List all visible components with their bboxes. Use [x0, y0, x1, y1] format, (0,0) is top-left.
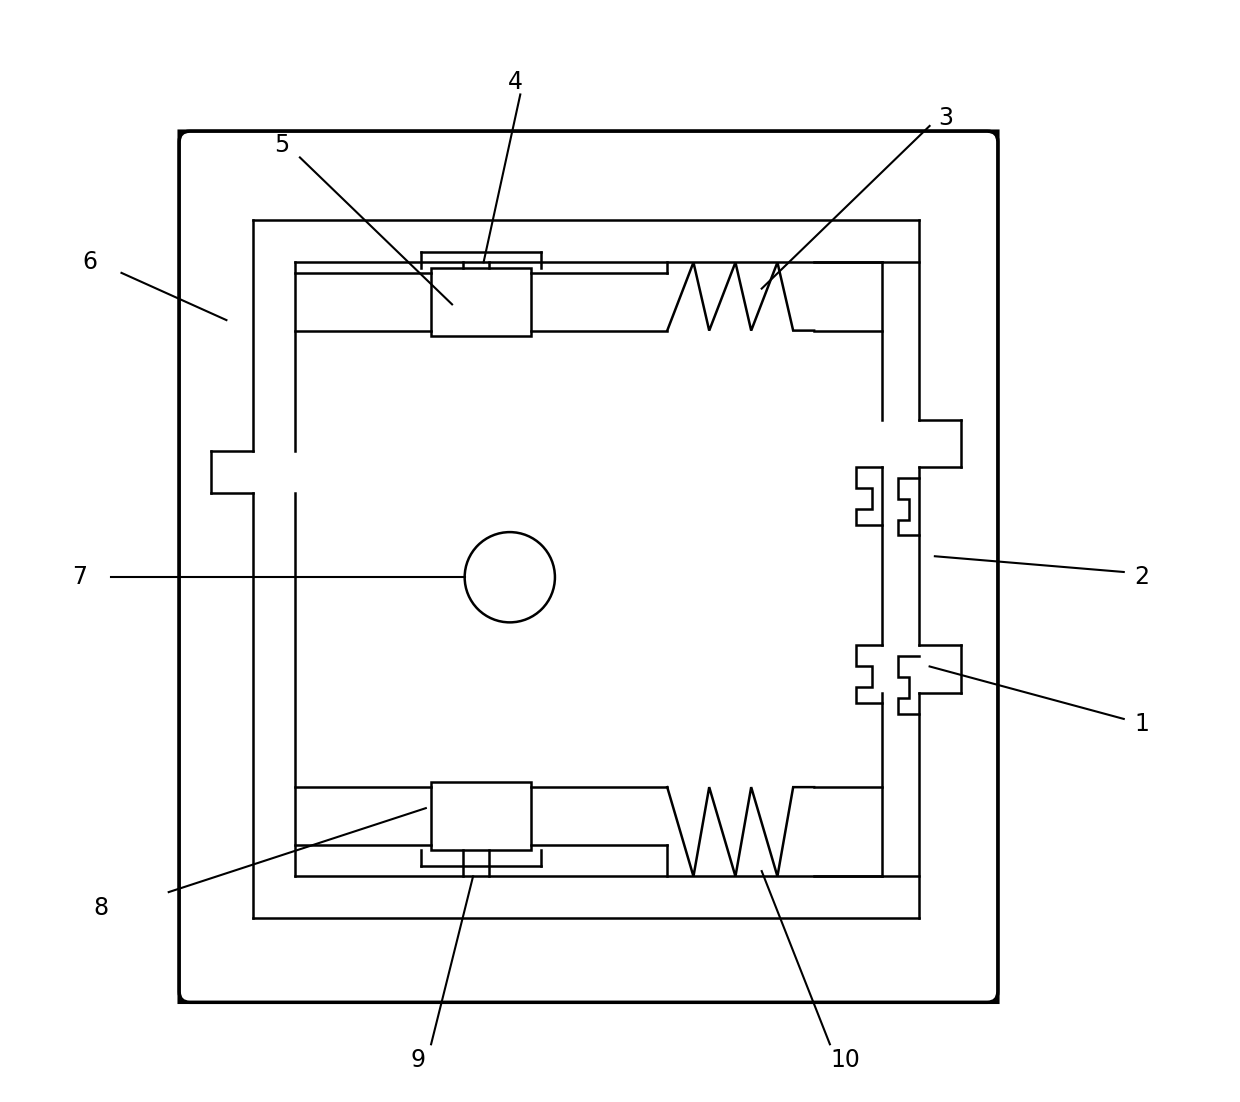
Text: 9: 9	[410, 1048, 427, 1072]
Text: 5: 5	[274, 133, 290, 156]
Text: 7: 7	[72, 565, 87, 590]
Text: 1: 1	[1135, 712, 1149, 736]
Text: 8: 8	[93, 896, 108, 920]
Bar	[432, 268, 531, 336]
Bar	[432, 782, 531, 850]
FancyBboxPatch shape	[180, 131, 998, 1003]
FancyBboxPatch shape	[180, 131, 998, 1003]
Text: 4: 4	[507, 69, 522, 94]
Text: 10: 10	[831, 1048, 861, 1072]
Text: 6: 6	[83, 250, 98, 274]
Text: 2: 2	[1135, 565, 1149, 590]
Text: 3: 3	[937, 106, 954, 130]
